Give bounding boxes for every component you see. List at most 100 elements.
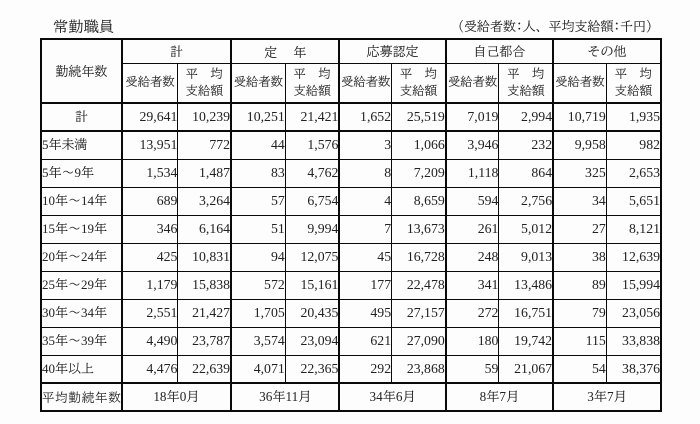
subheader-average-line1: 平 均 — [185, 67, 223, 80]
cell-r4-c7: 5,012 — [498, 214, 554, 244]
cell-r7-c0: 2,551 — [120, 298, 179, 328]
cell-r2-c8: 325 — [552, 158, 607, 188]
subheader-average-2: 平 均支給額 — [391, 62, 447, 104]
cell-r6-c9: 15,994 — [605, 270, 662, 300]
group-header-0: 計 — [120, 38, 232, 64]
group-header-1: 定 年 — [230, 38, 340, 64]
cell-r8-c7: 19,742 — [498, 326, 554, 356]
cell-r2-c7: 864 — [498, 158, 554, 188]
cell-r3-c8: 34 — [552, 186, 607, 216]
row-label-2: 5年〜9年 — [40, 158, 123, 188]
cell-r8-c3: 23,094 — [284, 326, 340, 356]
footer-row: 平均勤続年数 18年0月 36年11月 34年6月 8年7月 3年7月 — [40, 382, 662, 412]
subheader-average-line2: 支給額 — [614, 84, 652, 97]
table-row-5: 20年〜24年 425 10,831 94 12,075 45 16,728 248 9,013… — [40, 242, 662, 272]
group-header-2: 応募認定 — [338, 38, 447, 64]
cell-r5-c9: 12,639 — [605, 242, 662, 272]
row-label-9: 40年以上 — [40, 354, 123, 384]
subheader-average-1: 平 均支給額 — [284, 62, 340, 104]
cell-r1-c2: 44 — [230, 130, 286, 160]
table-row-8: 35年〜39年 4,490 23,787 3,574 23,094 621 27,090 18… — [40, 326, 662, 356]
subheader-recipients-3: 受給者数 — [444, 62, 500, 104]
cell-r0-c8: 10,719 — [552, 102, 607, 132]
table-body: 計 29,641 10,239 10,251 21,421 1,652 25,519 7,01… — [40, 102, 662, 412]
row-label-1: 5年未満 — [40, 130, 123, 160]
cell-r6-c8: 89 — [552, 270, 607, 300]
cell-r2-c5: 7,209 — [391, 158, 447, 188]
subheader-average-line2: 支給額 — [399, 84, 438, 97]
cell-r3-c6: 594 — [444, 186, 500, 216]
cell-r4-c3: 9,994 — [284, 214, 340, 244]
cell-r0-c7: 2,994 — [498, 102, 554, 132]
subheader-average-line1: 平 均 — [614, 67, 652, 80]
cell-r6-c4: 177 — [338, 270, 393, 300]
cell-r6-c3: 15,161 — [284, 270, 340, 300]
cell-r3-c0: 689 — [120, 186, 179, 216]
cell-r4-c0: 346 — [120, 214, 179, 244]
cell-r1-c4: 3 — [338, 130, 393, 160]
cell-r8-c6: 180 — [444, 326, 500, 356]
table-row-7: 30年〜34年 2,551 21,427 1,705 20,435 495 27,157 27… — [40, 298, 662, 328]
row-label-7: 30年〜34年 — [40, 298, 123, 328]
cell-r4-c9: 8,121 — [605, 214, 662, 244]
cell-r5-c4: 45 — [338, 242, 393, 272]
cell-r2-c0: 1,534 — [120, 158, 179, 188]
cell-r1-c3: 1,576 — [284, 130, 340, 160]
subheader-average-line1: 平 均 — [399, 67, 438, 80]
cell-r3-c7: 2,756 — [498, 186, 554, 216]
cell-r8-c8: 115 — [552, 326, 607, 356]
cell-r7-c3: 20,435 — [284, 298, 340, 328]
cell-r5-c0: 425 — [120, 242, 179, 272]
table-row-0: 計 29,641 10,239 10,251 21,421 1,652 25,519 7,01… — [40, 102, 662, 132]
cell-r4-c2: 51 — [230, 214, 286, 244]
cell-r0-c5: 25,519 — [391, 102, 447, 132]
table-row-1: 5年未満 13,951 772 44 1,576 3 1,066 3,946 232 9,958 9… — [40, 130, 662, 160]
group-header-row: 勤続年数 計定 年応募認定 自己都合 その他 — [40, 38, 662, 104]
subheader-recipients-1: 受給者数 — [230, 62, 286, 104]
table-row-4: 15年〜19年 346 6,164 51 9,994 7 13,673 261 5,012 27 8… — [40, 214, 662, 244]
subheader-average-line2: 支給額 — [185, 84, 223, 97]
cell-r1-c7: 232 — [498, 130, 554, 160]
cell-r4-c6: 261 — [444, 214, 500, 244]
cell-r0-c1: 10,239 — [177, 102, 232, 132]
cell-r4-c5: 13,673 — [391, 214, 447, 244]
subheader-average-line1: 平 均 — [507, 67, 545, 80]
cell-r8-c9: 33,838 — [605, 326, 662, 356]
cell-r7-c8: 79 — [552, 298, 607, 328]
footer-value-3: 8年7月 — [444, 382, 554, 412]
cell-r6-c2: 572 — [230, 270, 286, 300]
corner-header-cell: 勤続年数 — [40, 38, 123, 104]
cell-r2-c3: 4,762 — [284, 158, 340, 188]
subheader-average-4: 平 均支給額 — [605, 62, 662, 104]
group-header-4: その他 — [552, 38, 662, 64]
cell-r3-c2: 57 — [230, 186, 286, 216]
subheader-average-line2: 支給額 — [507, 84, 545, 97]
cell-r8-c5: 27,090 — [391, 326, 447, 356]
cell-r1-c8: 9,958 — [552, 130, 607, 160]
subheader-recipients-2: 受給者数 — [338, 62, 393, 104]
row-label-8: 35年〜39年 — [40, 326, 123, 356]
cell-r6-c1: 15,838 — [177, 270, 232, 300]
footer-value-2: 34年6月 — [338, 382, 447, 412]
cell-r0-c6: 7,019 — [444, 102, 500, 132]
cell-r9-c3: 22,365 — [284, 354, 340, 384]
cell-r0-c4: 1,652 — [338, 102, 393, 132]
table-row-2: 5年〜9年 1,534 1,487 83 4,762 8 7,209 1,118 864 325 2… — [40, 158, 662, 188]
cell-r3-c5: 8,659 — [391, 186, 447, 216]
subheader-average-line2: 支給額 — [293, 84, 331, 97]
cell-r7-c1: 21,427 — [177, 298, 232, 328]
cell-r9-c5: 23,868 — [391, 354, 447, 384]
table-row-9: 40年以上 4,476 22,639 4,071 22,365 292 23,868 59 21… — [40, 354, 662, 384]
cell-r7-c9: 23,056 — [605, 298, 662, 328]
cell-r1-c9: 982 — [605, 130, 662, 160]
row-label-5: 20年〜24年 — [40, 242, 123, 272]
service-years-benefits-table: 勤続年数 計定 年応募認定 自己都合 その他 受給者数平 均支給額 受給者数平 均支給… — [40, 38, 662, 412]
cell-r8-c2: 3,574 — [230, 326, 286, 356]
cell-r1-c0: 13,951 — [120, 130, 179, 160]
row-label-0: 計 — [40, 102, 123, 132]
cell-r7-c2: 1,705 — [230, 298, 286, 328]
cell-r8-c0: 4,490 — [120, 326, 179, 356]
table-row-3: 10年〜14年 689 3,264 57 6,754 4 8,659 594 2,756 34 5,… — [40, 186, 662, 216]
table-header: 勤続年数 計定 年応募認定 自己都合 その他 受給者数平 均支給額 受給者数平 均支給… — [40, 38, 662, 104]
